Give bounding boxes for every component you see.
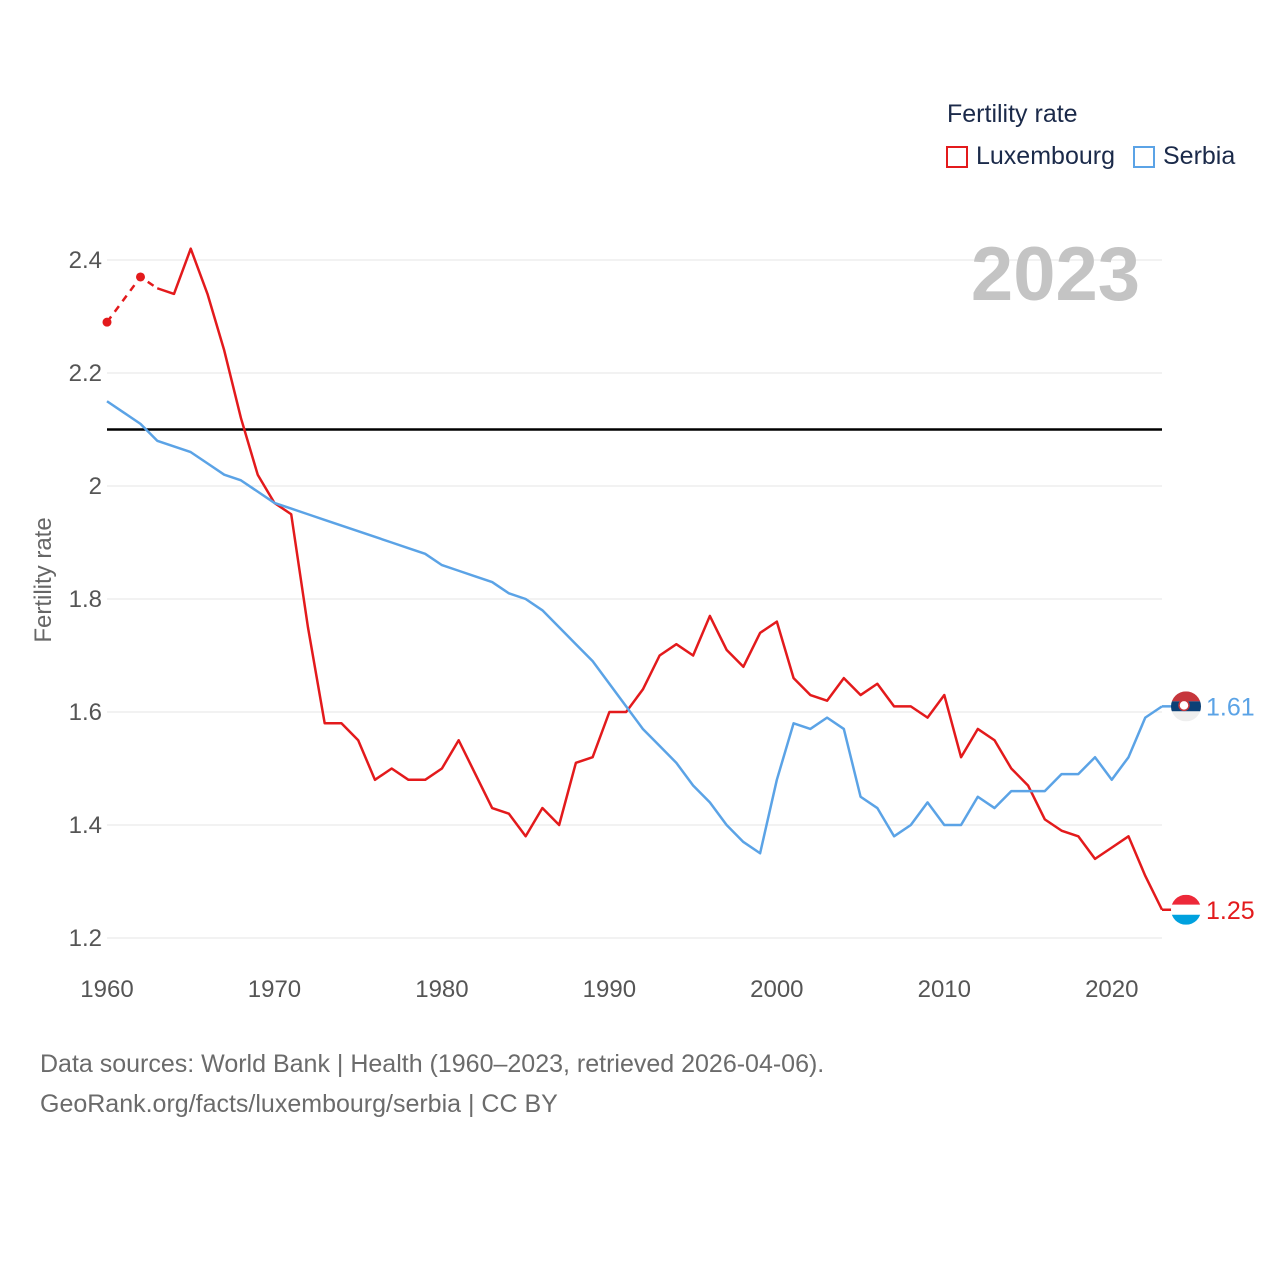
legend-title: Fertility rate [947,100,1078,128]
footer: Data sources: World Bank | Health (1960–… [40,1044,824,1124]
flag-stripe [1171,691,1201,702]
series-lines [102,247,1164,911]
legend-item-serbia[interactable]: Serbia [1132,142,1236,171]
y-tick-label: 1.2 [69,925,102,952]
legend-label-serbia: Serbia [1162,142,1236,170]
data-sources: Data sources: World Bank | Health (1960–… [40,1050,825,1078]
y-tick-label: 2.2 [69,360,102,387]
y-tick-label: 1.8 [69,586,102,613]
y-tick-label: 1.6 [69,699,102,726]
flag-stripe [1171,904,1201,915]
flag-stripe [1171,711,1201,722]
end-markers: 1.25 1.61 [1162,691,1255,925]
x-tick-label: 1980 [415,976,468,1003]
series-line-luxembourg-dashed [105,275,158,323]
x-tick-labels: 1960 1970 1980 1990 2000 2010 2020 [80,976,1138,1003]
y-axis-label: Fertility rate [30,517,57,642]
legend-label-luxembourg: Luxembourg [976,142,1115,170]
legend-item-luxembourg[interactable]: Luxembourg [946,142,1115,171]
x-tick-label: 2010 [918,976,971,1003]
luxembourg-flag-icon [1171,894,1201,925]
y-tick-label: 2 [89,473,102,500]
legend-swatch-luxembourg [946,145,968,168]
end-label-luxembourg: 1.25 [1206,897,1255,925]
chart: 1.2 1.4 1.6 1.8 2 2.2 2.4 1960 1970 1980 1990 2000… [30,232,1255,1003]
x-tick-label: 2020 [1085,976,1138,1003]
y-tick-labels: 1.2 1.4 1.6 1.8 2 2.2 2.4 [69,247,102,952]
series-line-serbia [106,400,1163,855]
end-label-serbia: 1.61 [1206,693,1255,721]
data-point-luxembourg [135,272,145,282]
coat-of-arms [1178,699,1190,712]
x-tick-label: 1990 [583,976,636,1003]
flag-stripe [1171,914,1201,925]
serbia-flag-icon [1171,691,1201,722]
credit-link[interactable]: GeoRank.org/facts/luxembourg/serbia | CC… [40,1090,558,1118]
flag-stripe [1171,894,1201,905]
series-line-luxembourg [156,247,1164,911]
y-tick-label: 2.4 [69,247,102,274]
x-tick-label: 1970 [248,976,301,1003]
legend-swatch-serbia [1132,145,1155,168]
gridlines [107,259,1162,939]
x-tick-label: 2000 [750,976,803,1003]
x-tick-label: 1960 [80,976,133,1003]
legend: Luxembourg Serbia [946,142,1253,171]
year-label: 2023 [971,232,1140,317]
data-point-luxembourg [102,317,112,327]
y-tick-label: 1.4 [69,812,102,839]
